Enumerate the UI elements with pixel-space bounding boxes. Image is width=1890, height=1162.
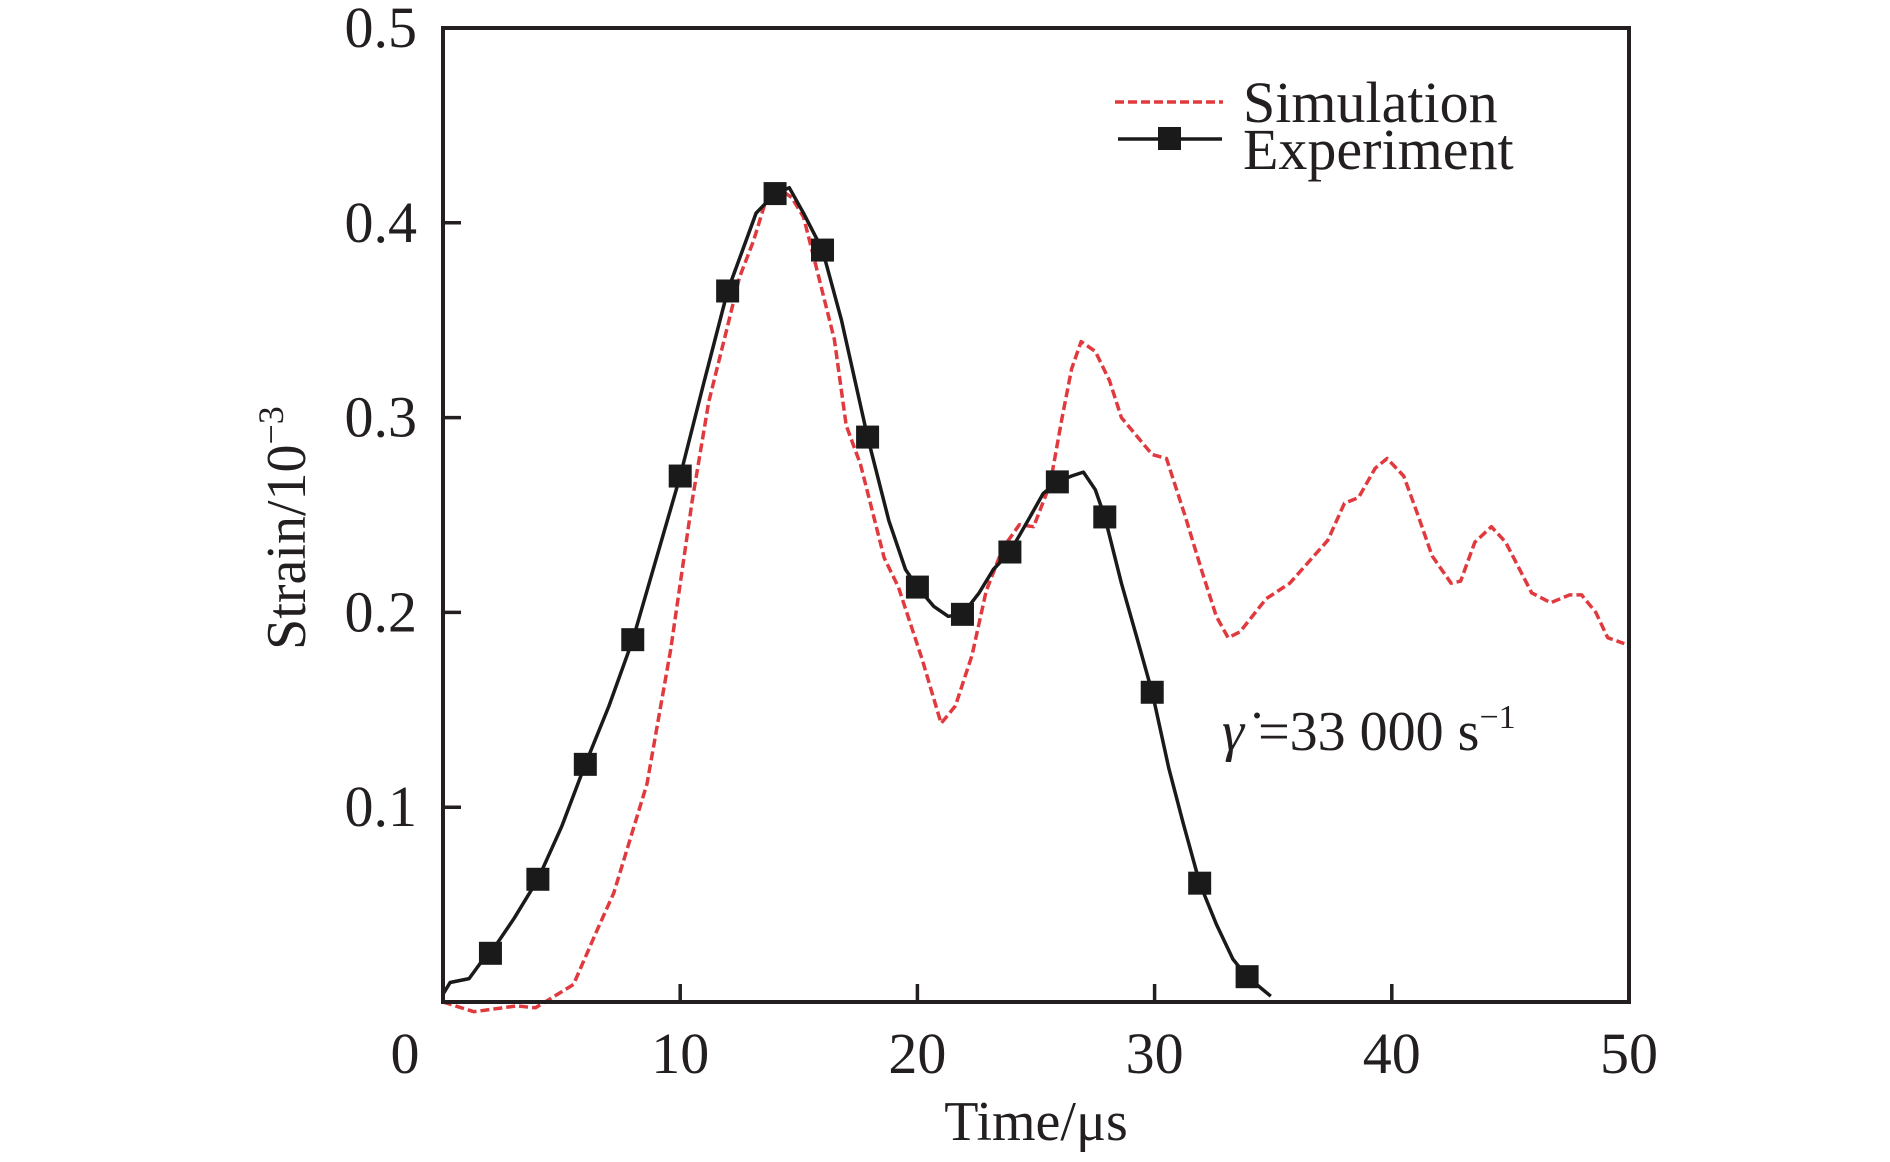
experiment-data-point [1045, 470, 1069, 494]
experiment-series-line [441, 185, 1272, 998]
simulation-series-line [442, 185, 1625, 1014]
experiment-data-point [905, 575, 929, 599]
plot-frame [441, 26, 1631, 1004]
experiment-data-point [1140, 680, 1164, 704]
experiment-data-point [1093, 505, 1117, 529]
y-axis-title-exponent: −3 [251, 406, 291, 444]
experiment-data-point [526, 867, 550, 891]
experiment-data-point [668, 464, 692, 488]
experiment-data-point [478, 941, 502, 965]
series-layer [441, 182, 1625, 1014]
experiment-data-point [763, 182, 787, 206]
x-tick-label: 40 [1363, 1021, 1421, 1086]
strain-rate-value: =33 000 s [1244, 701, 1479, 763]
x-tick-label: 50 [1600, 1021, 1658, 1086]
experiment-data-point [621, 628, 645, 652]
y-tick-label: 0.1 [345, 774, 418, 839]
experiment-data-point [856, 425, 880, 449]
plot-area-border [441, 26, 1631, 1004]
x-tick-label: 20 [888, 1021, 946, 1086]
strain-rate-annotation: γ̇ =33 000 s−1 [1222, 699, 1516, 763]
y-axis-title-main: Strain/10 [256, 444, 318, 649]
legend-experiment-marker [1158, 127, 1181, 150]
experiment-data-point [1188, 871, 1212, 895]
y-tick-label: 0.4 [345, 190, 418, 255]
experiment-data-point [950, 602, 974, 626]
y-tick-label: 0.5 [345, 0, 418, 60]
x-tick-label: 30 [1126, 1021, 1184, 1086]
experiment-data-point [811, 238, 835, 262]
strain-rate-exponent: −1 [1479, 699, 1515, 736]
x-tick-label: 0 [391, 1021, 420, 1086]
experiment-data-point [716, 279, 740, 303]
legend-simulation-label: Simulation [1243, 70, 1498, 135]
y-tick-label: 0.3 [345, 385, 418, 450]
y-tick-label: 0.2 [345, 579, 418, 644]
y-axis-title: Strain/10−3 [251, 406, 318, 650]
experiment-data-point [998, 540, 1022, 564]
legend-experiment-label: Experiment [1243, 117, 1514, 182]
experiment-data-point [1235, 965, 1259, 989]
legend: Simulation Experiment [1115, 70, 1514, 182]
x-axis-title: Time/μs [944, 1091, 1128, 1153]
x-tick-label: 10 [651, 1021, 709, 1086]
experiment-data-point [573, 752, 597, 776]
axis-ticks: 0 10 20 30 40 50 0.1 0.2 0.3 0.4 0.5 [345, 0, 1659, 1086]
